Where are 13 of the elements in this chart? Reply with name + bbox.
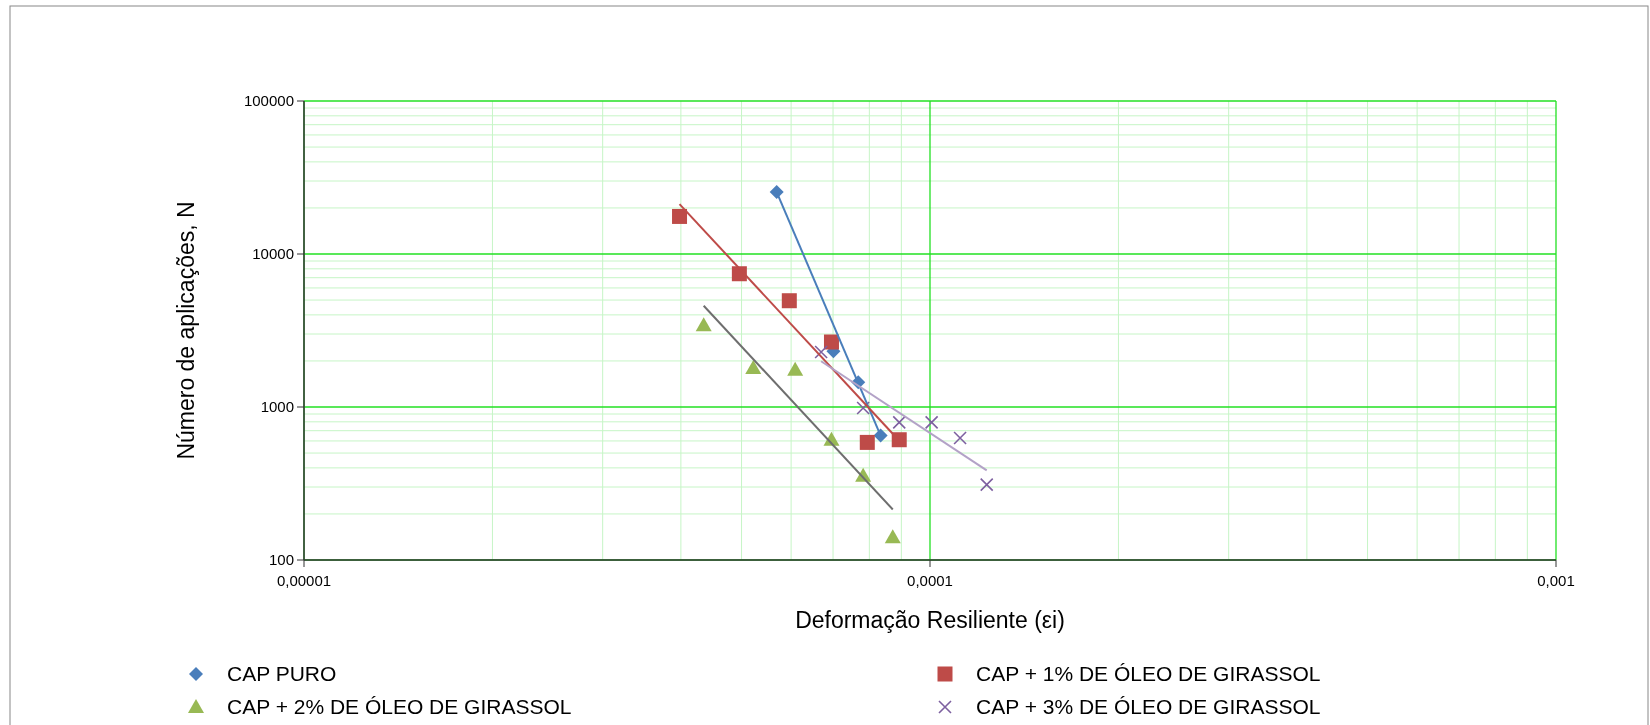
y-tick-label: 100000 xyxy=(243,92,294,109)
legend-label: CAP + 1% DE ÓLEO DE GIRASSOL xyxy=(976,662,1321,685)
x-axis-title: Deformação Resiliente (εi) xyxy=(795,607,1065,633)
x-tick-label: 0,0001 xyxy=(907,572,953,589)
legend-label: CAP + 2% DE ÓLEO DE GIRASSOL xyxy=(227,695,572,718)
y-tick-label: 100 xyxy=(268,551,294,568)
legend-label: CAP + 3% DE ÓLEO DE GIRASSOL xyxy=(976,695,1321,718)
x-tick-label: 0,00001 xyxy=(276,572,332,589)
y-tick-label: 1000 xyxy=(260,398,294,415)
legend-label: CAP PURO xyxy=(227,662,337,685)
y-tick-label: 10000 xyxy=(252,245,294,262)
x-tick-label: 0,001 xyxy=(1537,572,1575,589)
y-axis-title: Número de aplicações, N xyxy=(173,201,199,460)
